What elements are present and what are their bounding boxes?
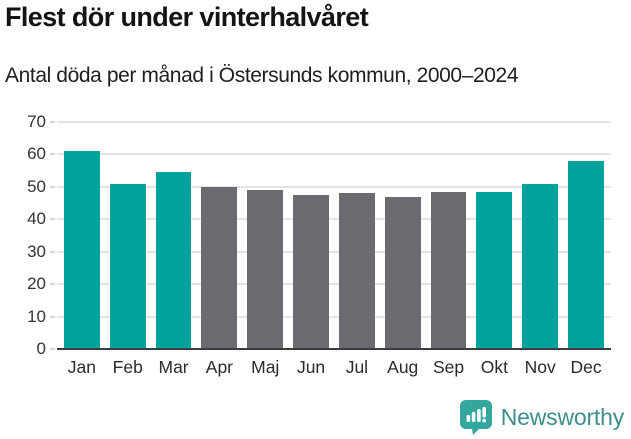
gridline [57,153,611,156]
bar-jan [64,151,100,349]
bar-dec [568,160,604,349]
x-tick-label: Dec [570,357,602,377]
gridline [57,218,611,221]
y-tick-label: 30 [27,241,46,261]
x-tick-label: Sep [432,357,465,377]
bar-apr [201,186,238,349]
y-tick-label: 10 [27,306,46,326]
x-tick-label: Jul [345,357,369,377]
bar-group [57,122,611,349]
x-axis-labels: Jan Feb Mar Apr Maj Jun Jul Aug Sep Okt Nov Dec [57,357,611,378]
y-axis-labels: 0 10 20 30 40 50 60 70 [0,113,46,358]
x-tick-label: Mar [158,357,189,377]
plot-area [50,121,611,350]
gridline [57,121,611,123]
chart-title: Flest dör under vinterhalvåret [5,2,369,32]
bar-mar [155,172,192,349]
x-tick-label: Apr [205,357,234,377]
bar-jul [338,193,375,349]
gridline [57,315,611,318]
x-axis-line [57,348,611,350]
y-axis-tick [50,153,55,156]
x-tick-label: Jun [296,357,326,377]
y-axis-tick [50,348,55,350]
bar-sep [430,191,467,349]
brand-name: Newsworthy [500,404,624,430]
x-tick-label: Feb [112,357,143,377]
y-tick-label: 70 [27,112,46,131]
y-tick-label: 60 [27,144,46,164]
bar-aug [384,196,421,349]
y-tick-label: 40 [27,209,46,229]
gridline [57,185,611,188]
chart-subtitle: Antal döda per månad i Östersunds kommun… [5,64,519,87]
y-axis-tick [50,250,55,253]
x-tick-label: Maj [251,357,280,377]
y-axis-tick [50,121,55,123]
y-axis-tick [50,218,55,221]
y-axis-tick [50,185,55,188]
y-axis-tick [50,315,55,318]
y-tick-label: 20 [27,274,46,294]
x-tick-label: Jan [67,357,97,377]
x-tick-label: Aug [387,357,419,377]
bar-maj [247,190,284,349]
bar-feb [109,183,146,349]
brand-footer: Newsworthy [459,400,624,435]
bar-jun [293,194,329,349]
y-tick-label: 50 [27,176,46,196]
x-tick-label: Okt [480,357,508,377]
gridline [57,250,611,253]
gridline [57,283,611,286]
x-tick-label: Nov [524,357,556,377]
bar-nov [522,183,559,349]
y-axis-tick [50,283,55,286]
newsworthy-logo-icon [459,400,492,435]
y-tick-label: 0 [36,339,46,358]
bar-okt [476,191,513,349]
